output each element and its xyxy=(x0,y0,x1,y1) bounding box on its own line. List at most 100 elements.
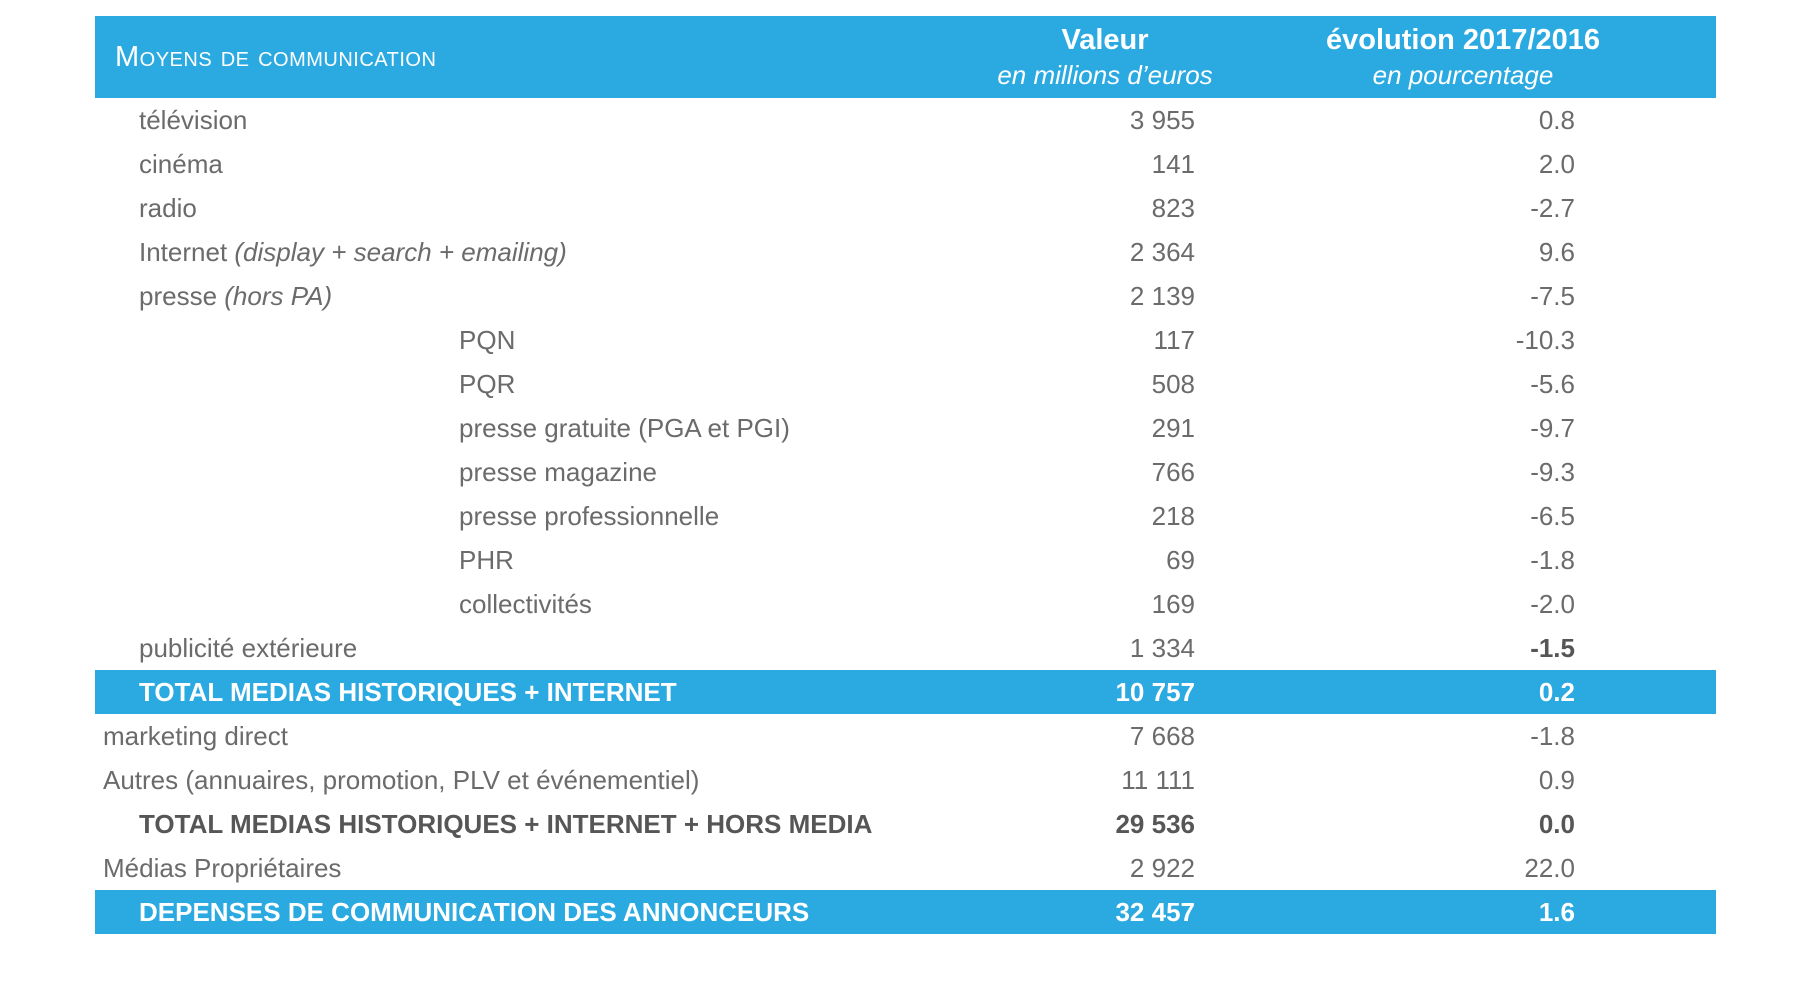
row-value: 218 xyxy=(1151,500,1195,531)
row-evolution: -1.8 xyxy=(1530,720,1575,751)
row-label-text: PQR xyxy=(459,368,516,399)
row-value: 1 334 xyxy=(1129,632,1195,663)
row-value: 10 757 xyxy=(1115,676,1195,707)
row-value: 2 364 xyxy=(1129,236,1195,267)
row-value: 508 xyxy=(1151,368,1195,399)
row-label-text: presse gratuite (PGA et PGI) xyxy=(459,412,790,443)
row-label-italic: (hors PA) xyxy=(217,280,333,311)
row-value: 141 xyxy=(1151,148,1195,179)
row-label: PQR xyxy=(95,369,895,400)
row-evolution: -2.7 xyxy=(1530,192,1575,223)
row-label-text: Médias Propriétaires xyxy=(103,852,342,883)
header-evolution-column: évolution 2017/2016 en pourcentage xyxy=(1263,21,1663,92)
row-label-text: télévision xyxy=(139,104,248,135)
row-value: 69 xyxy=(1166,544,1195,575)
row-evolution: 0.0 xyxy=(1538,808,1575,839)
row-label: publicité extérieure xyxy=(95,633,895,664)
header-evolution-title: évolution 2017/2016 xyxy=(1325,24,1601,56)
row-label-text: cinéma xyxy=(139,148,223,179)
table-row: TOTAL MEDIAS HISTORIQUES + INTERNET + HO… xyxy=(95,802,1716,846)
header-valeur-column: Valeur en millions d’euros xyxy=(905,21,1305,92)
row-evolution: 2.0 xyxy=(1538,148,1575,179)
row-label: DEPENSES DE COMMUNICATION DES ANNONCEURS xyxy=(95,897,895,928)
table-row: presse magazine 766 -9.3 xyxy=(95,450,1716,494)
row-value: 169 xyxy=(1151,588,1195,619)
table-row: PQR 508 -5.6 xyxy=(95,362,1716,406)
row-value: 32 457 xyxy=(1115,896,1195,927)
row-label-text: publicité extérieure xyxy=(139,632,358,663)
row-value: 2 922 xyxy=(1129,852,1195,883)
row-value: 11 111 xyxy=(1121,764,1195,795)
row-label: presse (hors PA) xyxy=(95,281,895,312)
row-label: Médias Propriétaires xyxy=(95,853,895,884)
row-value: 3 955 xyxy=(1129,104,1195,135)
header-valeur-title: Valeur xyxy=(1061,24,1149,56)
row-evolution: 1.6 xyxy=(1538,896,1575,927)
table-row: publicité extérieure 1 334 -1.5 xyxy=(95,626,1716,670)
row-evolution: -6.5 xyxy=(1530,500,1575,531)
row-label-italic: (display + search + emailing) xyxy=(227,236,567,267)
communication-spending-table: Moyens de communication Valeur en millio… xyxy=(95,16,1716,934)
row-label-text: Autres (annuaires, promotion, PLV et évé… xyxy=(103,764,700,795)
row-value: 291 xyxy=(1151,412,1195,443)
table-row: télévision 3 955 0.8 xyxy=(95,98,1716,142)
table-row: PHR 69 -1.8 xyxy=(95,538,1716,582)
header-evolution-subtitle: en pourcentage xyxy=(1372,60,1554,90)
table-row: Médias Propriétaires 2 922 22.0 xyxy=(95,846,1716,890)
row-label: Autres (annuaires, promotion, PLV et évé… xyxy=(95,765,895,796)
header-moyens-de-communication: Moyens de communication xyxy=(115,40,437,73)
row-label: presse magazine xyxy=(95,457,895,488)
row-label-text: radio xyxy=(139,192,197,223)
row-evolution: -9.3 xyxy=(1530,456,1575,487)
table-row: TOTAL MEDIAS HISTORIQUES + INTERNET 10 7… xyxy=(95,670,1716,714)
row-evolution: 0.2 xyxy=(1538,676,1575,707)
table-header: Moyens de communication Valeur en millio… xyxy=(95,16,1716,98)
row-label: radio xyxy=(95,193,895,224)
row-evolution: -9.7 xyxy=(1530,412,1575,443)
row-label: Internet (display + search + emailing) xyxy=(95,237,895,268)
table-row: Autres (annuaires, promotion, PLV et évé… xyxy=(95,758,1716,802)
row-value: 7 668 xyxy=(1129,720,1195,751)
row-label: télévision xyxy=(95,105,895,136)
row-evolution: 22.0 xyxy=(1524,852,1575,883)
row-label: PQN xyxy=(95,325,895,356)
row-label-text: TOTAL MEDIAS HISTORIQUES + INTERNET xyxy=(139,676,677,707)
header-valeur-subtitle: en millions d’euros xyxy=(997,60,1213,90)
table-row: marketing direct 7 668 -1.8 xyxy=(95,714,1716,758)
row-label: PHR xyxy=(95,545,895,576)
table-row: PQN 117 -10.3 xyxy=(95,318,1716,362)
row-label: presse gratuite (PGA et PGI) xyxy=(95,413,895,444)
table-body: télévision 3 955 0.8 cinéma 141 2.0 radi… xyxy=(95,98,1716,934)
row-label-text: presse magazine xyxy=(459,456,657,487)
row-label-text: presse professionnelle xyxy=(459,500,720,531)
table-row: collectivités 169 -2.0 xyxy=(95,582,1716,626)
row-evolution: 0.8 xyxy=(1538,104,1575,135)
row-value: 823 xyxy=(1151,192,1195,223)
table-row: DEPENSES DE COMMUNICATION DES ANNONCEURS… xyxy=(95,890,1716,934)
row-evolution: 0.9 xyxy=(1538,764,1575,795)
row-label-text: collectivités xyxy=(459,588,592,619)
row-evolution: -5.6 xyxy=(1530,368,1575,399)
row-evolution: -7.5 xyxy=(1530,280,1575,311)
row-value: 766 xyxy=(1151,456,1195,487)
row-label-text: presse xyxy=(139,280,218,311)
row-label-text: marketing direct xyxy=(103,720,288,751)
row-value: 2 139 xyxy=(1129,280,1195,311)
table-row: presse gratuite (PGA et PGI) 291 -9.7 xyxy=(95,406,1716,450)
row-evolution: 9.6 xyxy=(1538,236,1575,267)
row-label: TOTAL MEDIAS HISTORIQUES + INTERNET + HO… xyxy=(95,809,895,840)
row-label-text: PHR xyxy=(459,544,514,575)
row-label: collectivités xyxy=(95,589,895,620)
row-value: 29 536 xyxy=(1115,808,1195,839)
row-label-text: TOTAL MEDIAS HISTORIQUES + INTERNET + HO… xyxy=(139,808,873,839)
row-evolution: -10.3 xyxy=(1515,324,1575,355)
row-label: presse professionnelle xyxy=(95,501,895,532)
table-row: presse (hors PA) 2 139 -7.5 xyxy=(95,274,1716,318)
table-row: radio 823 -2.7 xyxy=(95,186,1716,230)
row-evolution: -1.8 xyxy=(1530,544,1575,575)
row-label: cinéma xyxy=(95,149,895,180)
row-evolution: -2.0 xyxy=(1530,588,1575,619)
table-row: cinéma 141 2.0 xyxy=(95,142,1716,186)
row-label-text: DEPENSES DE COMMUNICATION DES ANNONCEURS xyxy=(139,896,810,927)
row-evolution: -1.5 xyxy=(1530,632,1575,663)
